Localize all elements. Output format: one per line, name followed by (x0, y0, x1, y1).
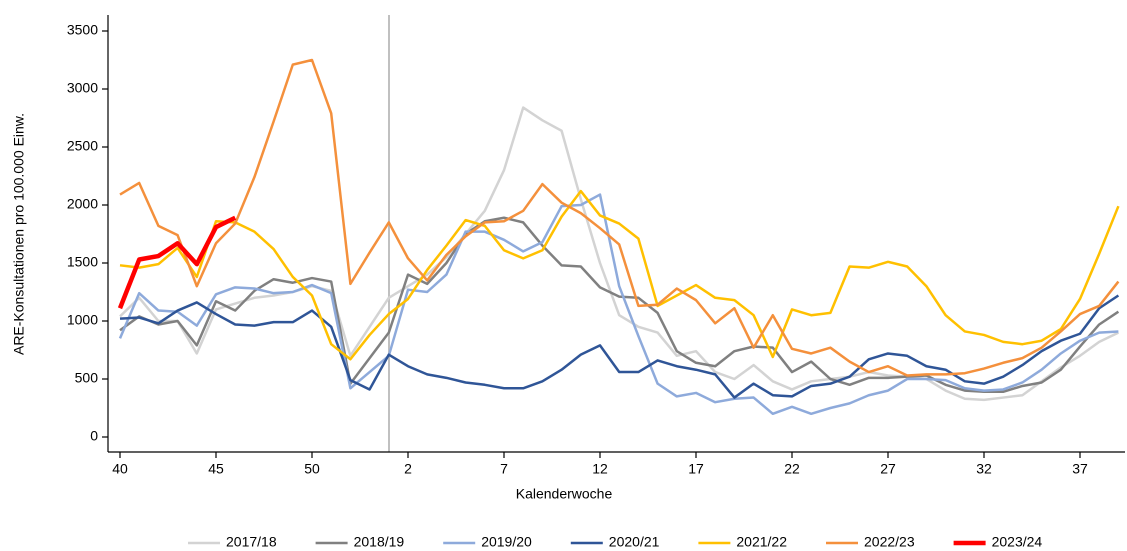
y-tick-label: 2500 (67, 138, 98, 154)
y-tick-label: 3500 (67, 22, 98, 38)
y-tick-label: 1500 (67, 254, 98, 270)
series-line (117, 215, 237, 310)
legend-label: 2017/18 (226, 534, 277, 550)
x-tick-label: 12 (592, 461, 608, 477)
series-line (119, 189, 1120, 361)
y-tick-label: 2000 (67, 196, 98, 212)
x-tick-label: 45 (208, 461, 224, 477)
y-tick-label: 500 (75, 370, 99, 386)
x-axis-label: Kalenderwoche (516, 486, 613, 502)
legend-label: 2021/22 (736, 534, 787, 550)
x-tick-label: 32 (976, 461, 992, 477)
legend-label: 2018/19 (354, 534, 405, 550)
series-line (118, 193, 1119, 416)
series-line (119, 58, 1120, 377)
x-tick-label: 22 (784, 461, 800, 477)
x-tick-label: 7 (500, 461, 508, 477)
series-line (119, 106, 1119, 402)
x-tick-label: 27 (880, 461, 896, 477)
x-tick-label: 37 (1072, 461, 1088, 477)
legend-label: 2022/23 (864, 534, 915, 550)
legend-label: 2023/24 (992, 534, 1043, 550)
y-axis-label: ARE-Konsultationen pro 100.000 Einw. (11, 113, 27, 355)
y-tick-label: 3000 (67, 80, 98, 96)
x-tick-label: 2 (404, 461, 412, 477)
x-tick-label: 17 (688, 461, 704, 477)
x-tick-label: 40 (112, 461, 128, 477)
legend-label: 2019/20 (481, 534, 532, 550)
series-line (119, 216, 1120, 394)
y-tick-label: 0 (90, 428, 98, 444)
legend-label: 2020/21 (609, 534, 660, 550)
y-tick-label: 1000 (67, 312, 98, 328)
x-tick-label: 50 (304, 461, 320, 477)
series-line (119, 294, 1120, 399)
